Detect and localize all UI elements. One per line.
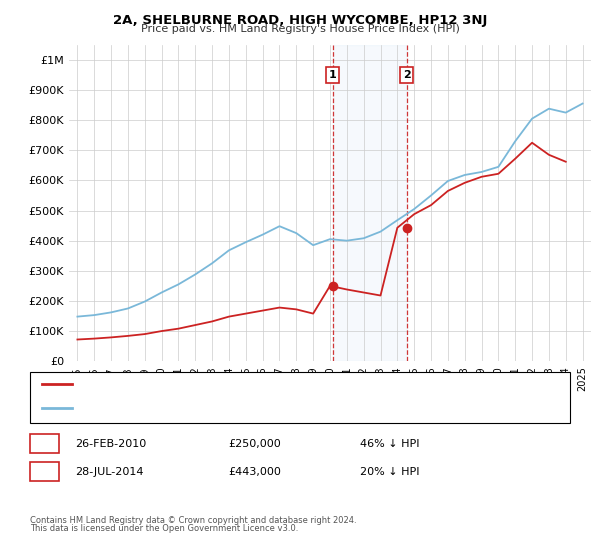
- Text: Price paid vs. HM Land Registry's House Price Index (HPI): Price paid vs. HM Land Registry's House …: [140, 24, 460, 34]
- Text: £250,000: £250,000: [228, 438, 281, 449]
- Text: Contains HM Land Registry data © Crown copyright and database right 2024.: Contains HM Land Registry data © Crown c…: [30, 516, 356, 525]
- Text: 1: 1: [329, 70, 337, 80]
- Text: 46% ↓ HPI: 46% ↓ HPI: [360, 438, 419, 449]
- Text: 2A, SHELBURNE ROAD, HIGH WYCOMBE, HP12 3NJ: 2A, SHELBURNE ROAD, HIGH WYCOMBE, HP12 3…: [113, 14, 487, 27]
- Text: 1: 1: [41, 438, 48, 449]
- Text: 28-JUL-2014: 28-JUL-2014: [75, 466, 143, 477]
- Text: HPI: Average price, detached house, Buckinghamshire: HPI: Average price, detached house, Buck…: [81, 403, 365, 413]
- Text: 20% ↓ HPI: 20% ↓ HPI: [360, 466, 419, 477]
- Text: This data is licensed under the Open Government Licence v3.0.: This data is licensed under the Open Gov…: [30, 524, 298, 533]
- Text: 2: 2: [403, 70, 410, 80]
- Text: 26-FEB-2010: 26-FEB-2010: [75, 438, 146, 449]
- Text: 2A, SHELBURNE ROAD, HIGH WYCOMBE, HP12 3NJ (detached house): 2A, SHELBURNE ROAD, HIGH WYCOMBE, HP12 3…: [81, 379, 437, 389]
- Text: 2: 2: [41, 466, 48, 477]
- Text: £443,000: £443,000: [228, 466, 281, 477]
- Bar: [332, 45, 407, 361]
